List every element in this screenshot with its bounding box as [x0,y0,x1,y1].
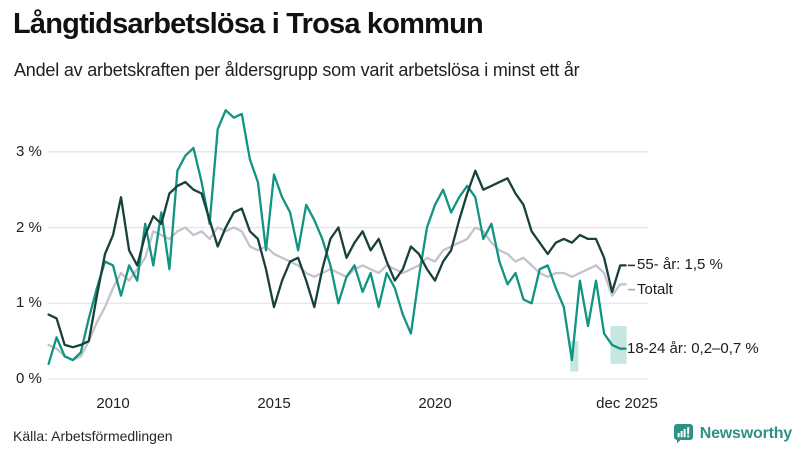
series-label-18-24: 18-24 år: 0,2–0,7 % [627,340,759,357]
y-axis-tick-2: 2 % [16,219,42,236]
chart-subtitle: Andel av arbetskraften per åldersgrupp s… [14,60,580,80]
x-axis-tick-2020: 2020 [418,395,452,412]
y-axis-tick-1: 1 % [16,294,42,311]
x-axis-tick-2010: 2010 [96,395,130,412]
source-note: Källa: Arbetsförmedlingen [13,428,173,444]
page-title: Långtidsarbetslösa i Trosa kommun [13,8,484,40]
newsworthy-chart-bubble-icon [673,424,693,444]
y-axis-tick-3: 3 % [16,143,42,160]
series-label-55: 55- år: 1,5 % [637,256,723,273]
x-axis-tick-2015: 2015 [257,395,291,412]
x-axis-tick-dec-2025: dec 2025 [596,395,658,412]
newsworthy-wordmark: Newsworthy [699,424,792,442]
y-axis-tick-0: 0 % [16,370,42,387]
series-label-totalt: Totalt [637,281,673,298]
newsworthy-logo: Newsworthy [673,423,792,444]
